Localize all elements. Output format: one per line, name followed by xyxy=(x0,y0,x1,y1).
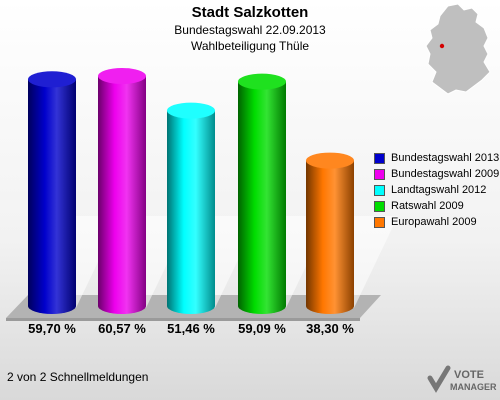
legend-label: Landtagswahl 2012 xyxy=(391,184,487,196)
bar-top xyxy=(238,73,286,90)
legend-label: Bundestagswahl 2009 xyxy=(391,168,500,180)
vote-manager-logo: VOTE MANAGER xyxy=(427,365,497,393)
bar xyxy=(28,79,76,314)
bar xyxy=(98,76,146,314)
bar-top xyxy=(306,152,354,169)
bar-value-label: 38,30 % xyxy=(306,321,354,336)
bar-top xyxy=(28,71,76,88)
legend-swatch xyxy=(374,200,385,212)
chart-title: Stadt Salzkotten xyxy=(191,4,309,21)
checkmark-icon xyxy=(427,365,451,393)
bar-value-label: 60,57 % xyxy=(98,321,146,336)
bar-value-label: 51,46 % xyxy=(167,321,215,336)
legend-swatch xyxy=(374,216,385,228)
legend-item: Europawahl 2009 xyxy=(374,214,499,230)
chart-subtitle-2: Wahlbeteiligung Thüle xyxy=(190,39,310,53)
legend-item: Bundestagswahl 2013 xyxy=(374,150,499,166)
legend-label: Europawahl 2009 xyxy=(391,216,477,228)
legend-label: Bundestagswahl 2013 xyxy=(391,152,500,164)
legend-item: Ratswahl 2009 xyxy=(374,198,499,214)
legend-item: Landtagswahl 2012 xyxy=(374,182,499,198)
footer-text: 2 von 2 Schnellmeldungen xyxy=(7,370,149,384)
chart-subtitle: Bundestagswahl 22.09.2013 xyxy=(174,23,326,37)
logo-line-2: MANAGER xyxy=(450,382,497,392)
bar-top xyxy=(98,68,146,84)
legend-swatch xyxy=(374,168,385,180)
legend-label: Ratswahl 2009 xyxy=(391,200,464,212)
bar xyxy=(306,160,354,314)
bar xyxy=(238,81,286,315)
chart-floor-edge xyxy=(6,318,360,321)
legend-item: Bundestagswahl 2009 xyxy=(374,166,499,182)
legend: Bundestagswahl 2013 Bundestagswahl 2009 … xyxy=(374,150,499,230)
bar-value-label: 59,09 % xyxy=(238,321,286,336)
bar-value-label: 59,70 % xyxy=(28,321,76,336)
legend-swatch xyxy=(374,184,385,196)
logo-line-1: VOTE xyxy=(454,369,484,381)
legend-swatch xyxy=(374,152,385,164)
germany-map-icon xyxy=(425,3,491,95)
bar xyxy=(167,110,215,314)
bar-top xyxy=(167,102,215,119)
